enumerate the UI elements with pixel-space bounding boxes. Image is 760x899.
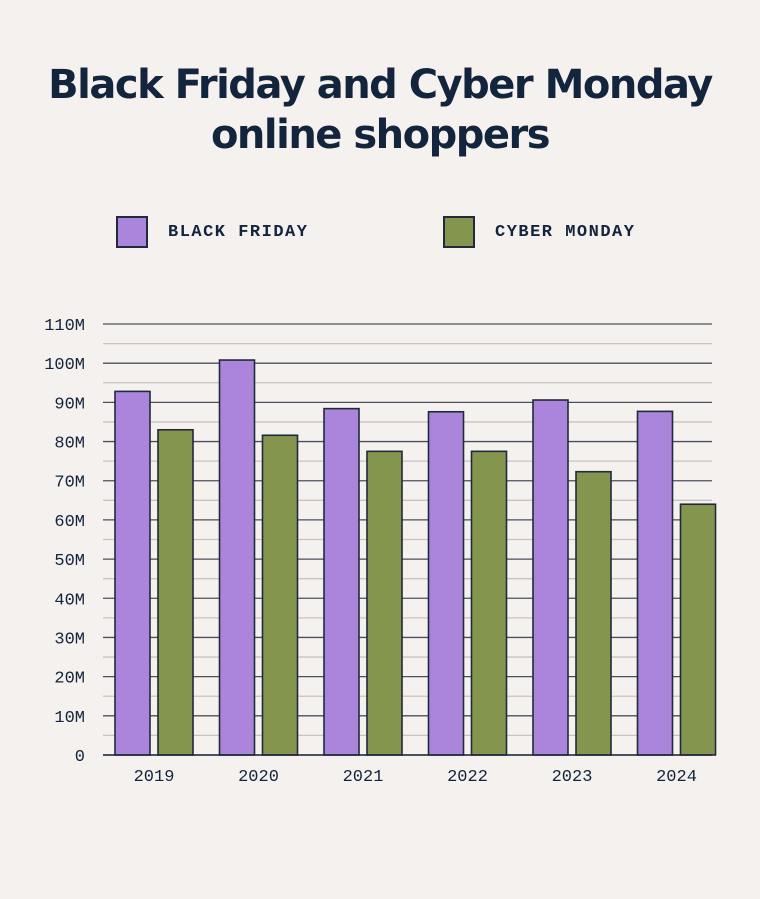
y-tick-label: 40M — [54, 591, 85, 610]
bar-black-friday-2022 — [427, 410, 465, 756]
x-tick-label: 2020 — [238, 768, 279, 787]
bar-cyber-monday-2020 — [261, 434, 299, 756]
x-tick-label: 2022 — [447, 768, 488, 787]
bar-black-friday-2024 — [636, 410, 674, 756]
legend-swatch-cyber-monday — [443, 216, 475, 248]
legend-label-cyber-monday: CYBER MONDAY — [495, 222, 636, 242]
x-tick-label: 2023 — [552, 768, 593, 787]
x-tick-label: 2019 — [134, 768, 175, 787]
bar-cyber-monday-2021 — [366, 450, 403, 756]
legend-item-cyber-monday: CYBER MONDAY — [443, 216, 635, 248]
y-tick-label: 90M — [54, 395, 85, 414]
y-tick-label: 110M — [44, 317, 85, 336]
bar-cyber-monday-2023 — [575, 470, 612, 756]
y-tick-label: 0 — [75, 748, 85, 767]
bar-black-friday-2021 — [323, 407, 360, 756]
y-tick-label: 50M — [54, 552, 85, 571]
y-tick-label: 70M — [54, 474, 85, 493]
bar-cyber-monday-2019 — [157, 428, 194, 756]
y-tick-label: 100M — [44, 356, 85, 375]
x-tick-label: 2021 — [343, 768, 384, 787]
y-tick-label: 20M — [54, 670, 85, 689]
bar-cyber-monday-2022 — [470, 450, 508, 756]
y-tick-label: 30M — [54, 630, 85, 649]
x-tick-label: 2024 — [656, 768, 697, 787]
legend-item-black-friday: BLACK FRIDAY — [116, 216, 308, 248]
bar-cyber-monday-2024 — [679, 503, 717, 756]
bar-black-friday-2020 — [218, 359, 256, 756]
legend-label-black-friday: BLACK FRIDAY — [168, 222, 309, 242]
chart-title: Black Friday and Cyber Monday online sho… — [48, 62, 713, 158]
legend-swatch-black-friday — [116, 216, 148, 248]
bar-black-friday-2023 — [532, 399, 569, 756]
bar-black-friday-2019 — [114, 390, 151, 756]
y-tick-label: 10M — [54, 709, 85, 728]
y-tick-label: 60M — [54, 513, 85, 532]
y-tick-label: 80M — [54, 435, 85, 454]
